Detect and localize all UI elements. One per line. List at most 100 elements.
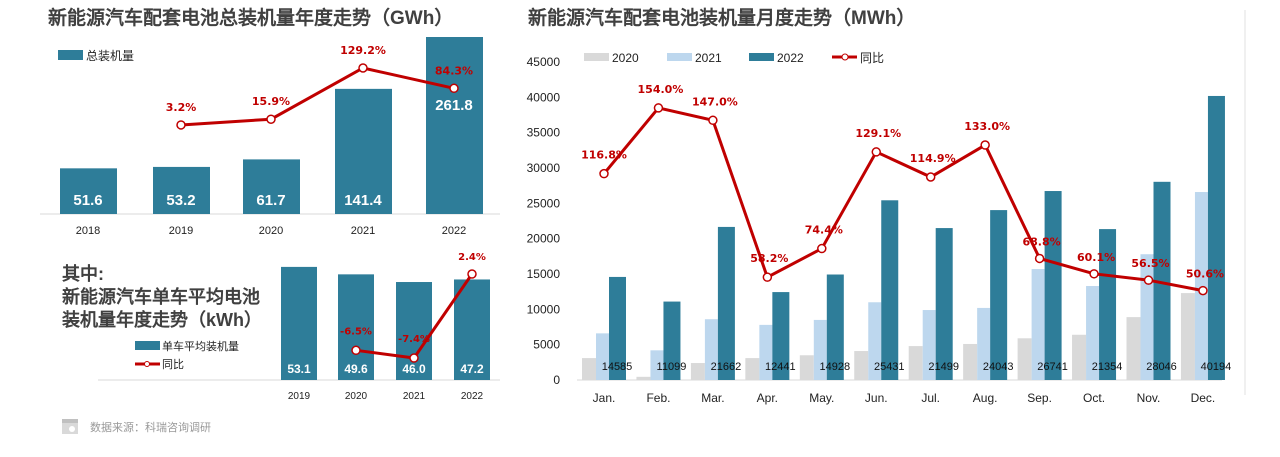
yoy-marker-2022	[467, 269, 477, 279]
legend-marker-yoy	[841, 53, 849, 61]
bar-2022-Mar.	[717, 226, 735, 380]
bar-total-2020	[243, 159, 300, 214]
yoy-marker-Dec.	[1198, 285, 1208, 296]
bar-label-2020: 61.7	[256, 192, 285, 209]
yoy-label-Apr.: 58.2%	[750, 252, 788, 265]
y-tick-0: 0	[553, 373, 560, 387]
yoy-marker-2020	[351, 345, 361, 356]
x-tick-Jun.: Jun.	[865, 391, 888, 405]
bar-2021-Aug.	[977, 307, 991, 380]
yoy-marker-2021	[358, 63, 368, 73]
yoy-marker-May.	[817, 243, 827, 254]
yoy-marker-Feb.	[653, 103, 664, 113]
bar-2020-Sep.	[1017, 338, 1032, 380]
bar-2021-Oct.	[1086, 286, 1100, 380]
x-tick-2021: 2021	[403, 391, 426, 402]
bar-2020-Jul.	[908, 346, 923, 380]
bar-label-2021: 141.4	[344, 192, 382, 209]
x-tick-2019: 2019	[288, 391, 311, 402]
y-tick-35000: 35000	[527, 126, 561, 140]
bar-2022-Jul.	[935, 228, 953, 380]
yoy-marker-Nov.	[1143, 275, 1154, 285]
per-vehicle-title-line2: 新能源汽车单车平均电池	[62, 286, 260, 307]
x-tick-2018: 2018	[76, 225, 100, 237]
bar-2021-Sep.	[1031, 269, 1045, 380]
legend-label-2021: 2021	[695, 51, 722, 65]
yoy-label-Aug.: 133.0%	[964, 120, 1010, 133]
legend-label-2022: 2022	[777, 51, 804, 65]
bar-2021-Apr.	[759, 324, 773, 380]
x-tick-Apr.: Apr.	[757, 391, 778, 405]
yoy-label-2021: -7.4%	[398, 334, 430, 345]
per-vehicle-title-line1: 其中:	[62, 263, 104, 284]
bar-2022-Nov.	[1153, 181, 1171, 380]
legend-swatch-avg	[135, 341, 160, 350]
data-label-2022-Jul.: 21499	[928, 361, 959, 373]
x-tick-Jan.: Jan.	[593, 391, 616, 405]
x-tick-Jul.: Jul.	[921, 391, 940, 405]
bar-2021-Jan.	[596, 333, 609, 380]
data-label-2022-Mar.: 21662	[711, 361, 742, 373]
bar-label-2020: 49.6	[344, 362, 368, 376]
x-tick-Oct.: Oct.	[1083, 391, 1105, 405]
bar-2022-Apr.	[772, 292, 790, 380]
yoy-label-2022: 84.3%	[435, 64, 473, 77]
data-label-2022-Jan.: 14585	[602, 361, 633, 373]
legend-label-yoy: 同比	[162, 358, 184, 371]
x-tick-2022: 2022	[461, 391, 484, 402]
bar-2021-Dec.	[1194, 192, 1208, 380]
source-note: 数据来源：科瑞咨询调研	[90, 420, 211, 434]
yoy-marker-2019	[176, 120, 186, 130]
yoy-label-Feb.: 154.0%	[638, 83, 684, 96]
x-tick-May.: May.	[809, 391, 834, 405]
yoy-marker-Jul.	[925, 172, 936, 182]
bar-2020-Nov.	[1126, 317, 1141, 380]
bar-label-2018: 51.6	[73, 192, 102, 209]
bar-2020-Oct.	[1072, 334, 1087, 380]
y-tick-45000: 45000	[527, 55, 561, 69]
yoy-marker-2022	[449, 83, 459, 94]
y-tick-30000: 30000	[527, 161, 561, 175]
yoy-label-2021: 129.2%	[340, 44, 386, 57]
bar-total-2018	[60, 168, 117, 214]
yoy-label-May.: 74.4%	[805, 224, 843, 237]
yoy-label-2022: 2.4%	[458, 252, 486, 263]
bar-2022-Oct.	[1099, 229, 1117, 380]
bar-2020-Dec.	[1180, 293, 1195, 380]
data-label-2022-Nov.: 28046	[1146, 361, 1177, 373]
bar-total-2022	[426, 37, 483, 214]
x-tick-Nov.: Nov.	[1137, 391, 1161, 405]
bar-2021-Jul.	[922, 310, 936, 380]
bar-2022-Aug.	[990, 210, 1008, 380]
bar-label-2022: 261.8	[435, 97, 473, 114]
yoy-label-Nov.: 56.5%	[1131, 257, 1169, 270]
yoy-label-Jul.: 114.9%	[910, 152, 956, 165]
legend-marker-yoy	[144, 361, 150, 367]
annual-chart-title: 新能源汽车配套电池总装机量年度走势（GWh）	[48, 6, 453, 29]
x-tick-2021: 2021	[351, 225, 375, 237]
bar-2022-May.	[826, 274, 844, 380]
legend-label-avg: 单车平均装机量	[162, 339, 239, 353]
yoy-marker-2020	[266, 114, 276, 124]
bar-2020-Jan.	[582, 358, 596, 380]
x-tick-Mar.: Mar.	[701, 391, 724, 405]
yoy-label-Jun.: 129.1%	[855, 127, 901, 140]
yoy-marker-Apr.	[762, 272, 773, 282]
bar-2020-Jun.	[854, 351, 869, 380]
yoy-label-Jan.: 116.8%	[581, 149, 627, 162]
yoy-marker-Aug.	[980, 140, 990, 150]
bar-avg-2022	[454, 279, 490, 380]
data-label-2022-Sep.: 26741	[1037, 361, 1068, 373]
bar-2020-Aug.	[963, 343, 978, 380]
bar-avg-2020	[338, 274, 374, 380]
yoy-label-Mar.: 147.0%	[692, 95, 738, 108]
y-tick-20000: 20000	[527, 232, 561, 246]
bar-total-2021	[335, 88, 392, 214]
yoy-marker-2021	[409, 353, 419, 363]
yoy-label-2020: -6.5%	[340, 326, 372, 337]
x-tick-Dec.: Dec.	[1191, 391, 1216, 405]
legend-swatch-2021	[667, 53, 692, 61]
yoy-marker-Mar.	[708, 115, 718, 126]
